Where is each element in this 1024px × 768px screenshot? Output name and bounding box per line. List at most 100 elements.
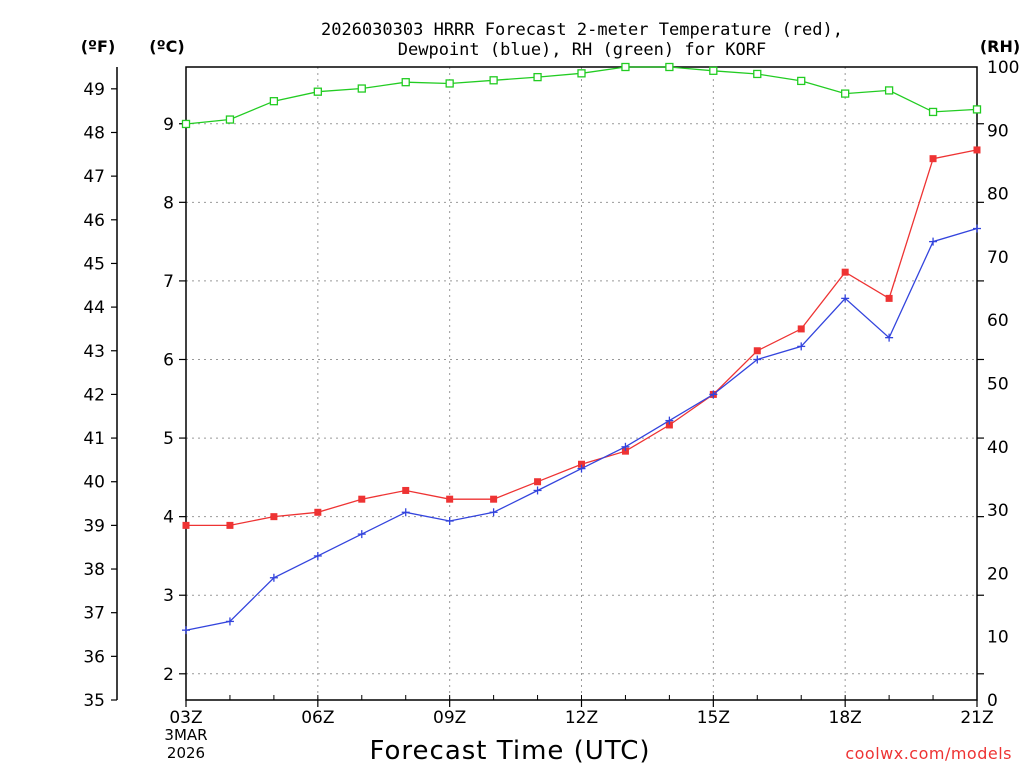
fahrenheit-tick-label: 39 xyxy=(83,516,105,536)
dewpoint-point xyxy=(489,508,498,517)
rh-point xyxy=(401,78,410,87)
fahrenheit-tick-label: 46 xyxy=(83,211,105,231)
rh-axis-label: (RH) xyxy=(980,37,1020,56)
rh-point xyxy=(884,86,894,95)
rh-tick-label: 60 xyxy=(987,311,1009,331)
celsius-tick-label: 5 xyxy=(163,429,174,449)
celsius-tick-label: 9 xyxy=(163,115,174,135)
time-tick-label: 18Z xyxy=(829,708,862,728)
temperature-point xyxy=(621,447,629,455)
rh-tick-label: 20 xyxy=(987,564,1009,584)
temperature-point xyxy=(578,460,585,468)
rh-point xyxy=(269,97,279,106)
rh-tick-label: 40 xyxy=(987,438,1009,458)
celsius-axis-label: (ºC) xyxy=(149,37,184,56)
dewpoint-line xyxy=(185,227,978,631)
time-tick-label: 15Z xyxy=(697,708,730,728)
fahrenheit-tick-label: 47 xyxy=(83,167,105,187)
rh-tick-label: 100 xyxy=(987,58,1019,78)
rh-tick-label: 80 xyxy=(987,185,1009,205)
temperature-point xyxy=(885,294,893,302)
dewpoint-point xyxy=(709,390,718,399)
dewpoint-point xyxy=(621,442,630,451)
celsius-tick-label: 2 xyxy=(163,665,174,685)
temperature-point xyxy=(973,146,981,154)
time-tick-label: 03Z xyxy=(169,708,202,728)
credit-text: coolwx.com/models xyxy=(845,744,1012,763)
temperature-point xyxy=(753,347,761,355)
fahrenheit-ticks: 35 36 37 38 39 40 41 42 43 44 45 46 47 48 49 xyxy=(83,80,117,711)
rh-point xyxy=(928,107,938,117)
dewpoint-point xyxy=(401,508,410,517)
rh-point xyxy=(841,89,850,98)
dewpoint-point xyxy=(665,416,674,425)
temperature-point xyxy=(402,486,410,494)
rh-point xyxy=(181,119,191,129)
fahrenheit-axis-label: (ºF) xyxy=(81,37,116,56)
temperature-point xyxy=(226,521,234,529)
rh-point xyxy=(972,105,982,114)
temperature-point xyxy=(182,521,190,529)
fahrenheit-tick-label: 44 xyxy=(83,298,105,318)
rh-ticks: 0 10 20 30 40 50 60 70 80 90 100 xyxy=(987,58,1019,711)
dewpoint-point xyxy=(973,224,981,233)
temperature-point xyxy=(270,513,278,521)
dewpoint-point xyxy=(533,486,542,495)
rh-tick-label: 70 xyxy=(987,248,1009,268)
grid-lines xyxy=(186,67,977,700)
celsius-ticks: 2 3 4 5 6 7 8 9 xyxy=(163,115,984,685)
fahrenheit-tick-label: 41 xyxy=(83,429,105,449)
time-tick-label: 06Z xyxy=(301,708,334,728)
plot-frame xyxy=(185,66,978,701)
temperature-point xyxy=(797,325,805,333)
temperature-point xyxy=(841,268,849,276)
dewpoint-point xyxy=(841,294,850,303)
fahrenheit-tick-label: 37 xyxy=(83,604,105,624)
dewpoint-point xyxy=(445,517,454,526)
series-layer xyxy=(181,62,982,635)
celsius-tick-label: 8 xyxy=(163,193,174,213)
rh-point xyxy=(445,79,454,88)
rh-point xyxy=(225,115,235,124)
rh-point xyxy=(665,62,674,72)
temperature-point xyxy=(358,495,366,503)
fahrenheit-tick-label: 42 xyxy=(83,385,105,405)
dewpoint-point xyxy=(577,464,586,473)
temperature-point xyxy=(929,155,937,163)
time-tick-label: 09Z xyxy=(433,708,466,728)
rh-tick-label: 0 xyxy=(987,691,998,711)
rh-point xyxy=(797,76,806,86)
fahrenheit-tick-label: 48 xyxy=(83,123,105,143)
rh-point xyxy=(313,87,322,96)
rh-point xyxy=(357,84,366,93)
fahrenheit-tick-label: 49 xyxy=(83,80,105,100)
fahrenheit-tick-label: 36 xyxy=(83,647,105,667)
rh-point xyxy=(753,69,762,79)
fahrenheit-tick-label: 38 xyxy=(83,560,105,580)
celsius-tick-label: 7 xyxy=(163,272,174,292)
temperature-point xyxy=(446,495,454,503)
rh-point xyxy=(709,66,718,75)
temperature-point xyxy=(490,495,498,503)
dewpoint-point xyxy=(797,342,806,351)
fahrenheit-tick-label: 43 xyxy=(83,342,105,362)
temperature-point xyxy=(534,478,542,486)
dewpoint-point xyxy=(313,551,322,560)
temperature-point xyxy=(314,508,322,516)
dewpoint-point xyxy=(225,617,234,626)
fahrenheit-tick-label: 40 xyxy=(83,473,105,493)
dewpoint-point xyxy=(182,626,190,635)
rh-point xyxy=(621,62,630,72)
date-label-month: 3MAR xyxy=(164,726,207,744)
chart-title-line2: Dewpoint (blue), RH (green) for KORF xyxy=(398,40,766,60)
dewpoint-point xyxy=(885,333,894,342)
temperature-point xyxy=(665,421,673,429)
time-tick-label: 21Z xyxy=(960,708,993,728)
dewpoint-point xyxy=(269,573,278,582)
rh-tick-label: 90 xyxy=(987,121,1009,141)
dewpoint-point xyxy=(753,355,762,364)
fahrenheit-tick-label: 45 xyxy=(83,254,105,274)
rh-tick-label: 10 xyxy=(987,628,1009,648)
rh-point xyxy=(577,69,586,78)
rh-point xyxy=(533,72,542,82)
